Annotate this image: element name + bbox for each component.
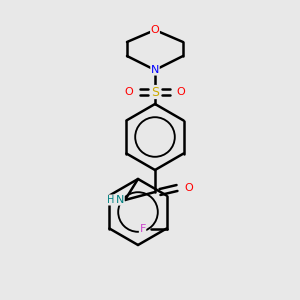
Text: S: S xyxy=(151,85,159,98)
Text: O: O xyxy=(184,183,194,193)
Text: O: O xyxy=(124,87,134,97)
Text: O: O xyxy=(151,25,159,35)
Text: O: O xyxy=(177,87,185,97)
Text: N: N xyxy=(116,195,124,205)
Text: H: H xyxy=(107,195,115,205)
Text: F: F xyxy=(140,224,146,233)
Text: N: N xyxy=(151,65,159,75)
